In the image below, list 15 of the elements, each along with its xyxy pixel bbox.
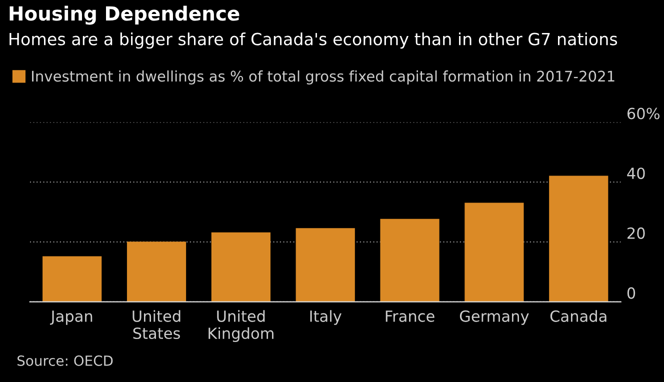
x-tick-label: France xyxy=(386,310,434,322)
x-tick-label: United States xyxy=(132,310,180,340)
y-tick-label: 40 xyxy=(627,168,645,180)
chart-title: Housing Dependence xyxy=(10,6,240,25)
y-tick-label: 20 xyxy=(628,227,645,239)
y-tick-label: 60% xyxy=(627,108,660,120)
x-tick-label: United Kingdom xyxy=(208,310,274,342)
x-tick-label: Japan xyxy=(50,310,92,325)
legend-label: Investment in dwellings as % of total gross fixed capital formation in 2017-2021 xyxy=(32,70,614,85)
source-note: Source: OECD xyxy=(18,355,113,366)
chart-subtitle: Homes are a bigger share of Canada's economy than in other G7 nations xyxy=(10,32,618,49)
y-tick-label: 0 xyxy=(627,287,636,299)
x-tick-label: Germany xyxy=(460,310,529,325)
x-tick-label: Italy xyxy=(310,310,342,325)
x-tick-label: Canada xyxy=(550,310,606,322)
